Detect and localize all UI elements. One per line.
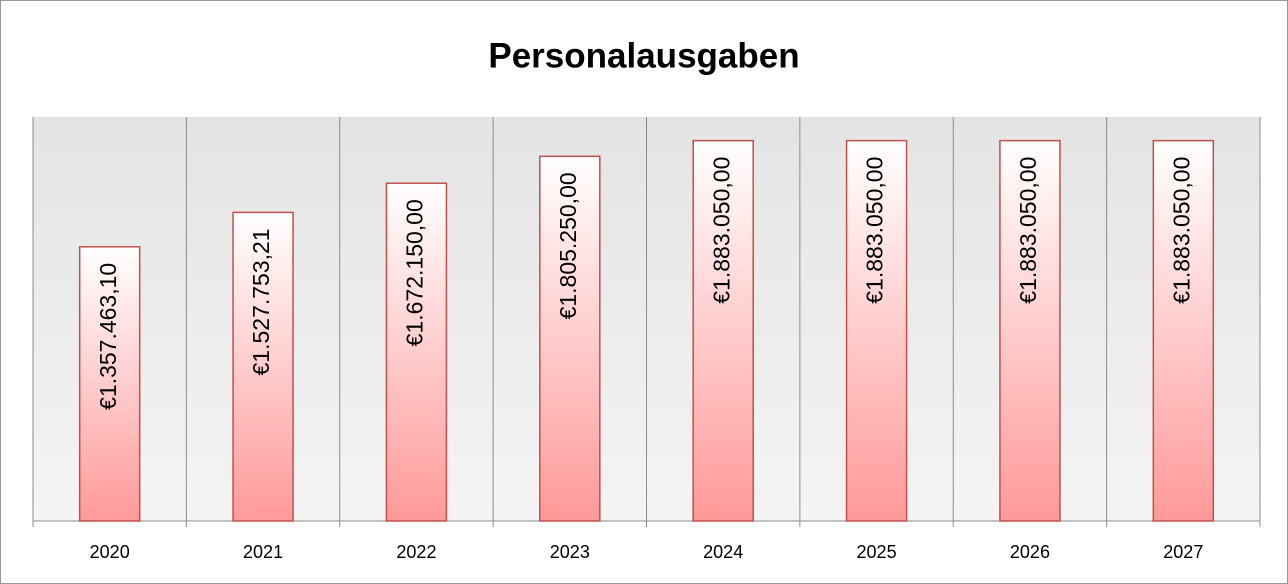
bar [539,155,601,522]
x-tick-label: 2027 [1163,542,1203,562]
value-label: €1.357.463,10 [95,263,121,410]
bar [845,139,908,522]
x-tick-label: 2025 [857,542,897,562]
value-label: €1.883.050,00 [862,157,888,304]
value-label: €1.805.250,00 [555,172,581,319]
value-label: €1.672.150,00 [402,199,428,346]
bar [999,139,1061,522]
value-label: €1.883.050,00 [1168,157,1194,304]
x-tick-label: 2022 [396,542,436,562]
x-tick-label: 2026 [1010,542,1050,562]
x-tick-label: 2024 [703,542,743,562]
x-tick-label: 2020 [90,542,130,562]
bar [78,246,141,522]
value-label: €1.883.050,00 [708,157,734,304]
value-label: €1.883.050,00 [1015,157,1041,304]
bar [385,182,448,522]
value-label: €1.527.753,21 [248,228,274,375]
chart-title: Personalausgaben [488,36,799,75]
x-tick-label: 2021 [243,542,283,562]
x-tick-label: 2023 [550,542,590,562]
bar [1152,139,1215,522]
bar [692,139,754,522]
bar [232,211,294,522]
